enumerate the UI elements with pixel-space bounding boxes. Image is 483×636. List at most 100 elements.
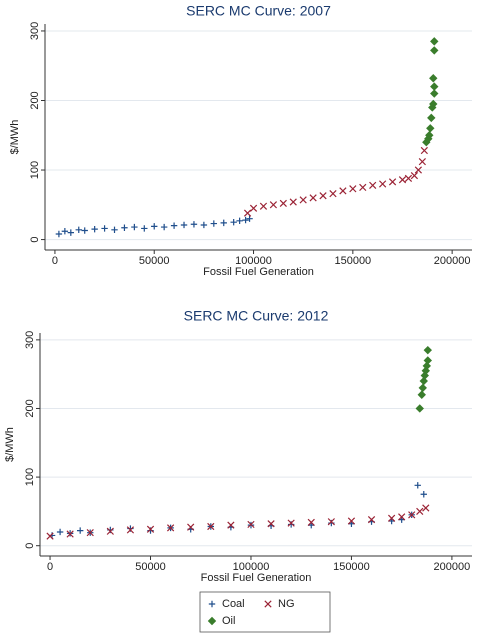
marker (230, 218, 237, 226)
marker (67, 229, 75, 236)
marker (419, 376, 428, 386)
marker (190, 221, 198, 228)
marker (423, 345, 432, 355)
legend-marker (208, 600, 216, 608)
x-tick-label: 50000 (135, 561, 166, 573)
marker (388, 178, 397, 186)
marker (415, 404, 424, 413)
legend-marker (264, 600, 272, 608)
chart-title: SERC MC Curve: 2007 (186, 3, 331, 19)
marker (430, 82, 439, 91)
marker (414, 482, 421, 489)
marker (430, 89, 439, 98)
marker (81, 227, 88, 234)
marker (75, 226, 82, 234)
legend-label: NG (278, 598, 295, 610)
y-tick-label: 100 (29, 161, 41, 179)
marker (422, 361, 431, 371)
marker (243, 209, 252, 217)
marker (207, 522, 215, 531)
chart-title: SERC MC Curve: 2012 (184, 308, 329, 324)
marker (359, 183, 367, 192)
marker (347, 517, 356, 525)
marker (422, 504, 430, 512)
marker (423, 356, 432, 365)
marker (187, 523, 195, 531)
marker (269, 201, 278, 209)
y-tick-label: 300 (29, 22, 41, 40)
marker (91, 225, 98, 233)
y-axis-title: $/MWh (9, 120, 21, 155)
marker (425, 131, 434, 140)
legend-box (199, 591, 331, 633)
marker (180, 221, 188, 229)
marker (327, 518, 335, 526)
marker (307, 518, 315, 527)
marker (259, 202, 268, 210)
marker (410, 171, 419, 180)
marker (220, 219, 227, 227)
marker (55, 230, 63, 238)
x-tick-label: 50000 (139, 255, 170, 267)
marker (349, 185, 357, 193)
marker (398, 176, 407, 184)
marker (61, 228, 69, 235)
legend-label: Oil (222, 615, 235, 627)
marker (170, 222, 178, 229)
marker (287, 519, 295, 527)
x-tick-label: 0 (52, 255, 58, 267)
x-axis-title: Fossil Fuel Generation (201, 572, 312, 584)
marker (408, 511, 416, 519)
marker (151, 223, 158, 230)
marker (76, 527, 84, 534)
marker (418, 383, 427, 393)
marker (46, 532, 54, 540)
plot-area (45, 24, 472, 250)
marker (141, 225, 148, 232)
x-tick-label: 100000 (235, 255, 272, 267)
marker (430, 46, 439, 55)
marker (414, 166, 423, 174)
marker (106, 527, 114, 535)
marker (379, 180, 387, 188)
y-tick-label: 200 (24, 399, 36, 417)
y-tick-label: 0 (24, 543, 36, 549)
marker (398, 513, 406, 521)
marker (420, 491, 427, 498)
marker (166, 524, 175, 532)
marker (86, 529, 94, 537)
marker (131, 223, 138, 231)
marker (388, 514, 396, 522)
marker (416, 507, 424, 516)
x-tick-label: 200000 (434, 561, 471, 573)
y-axis-title: $/MWh (4, 427, 16, 462)
marker (227, 521, 235, 529)
y-tick-label: 200 (29, 91, 41, 109)
marker (309, 194, 317, 202)
marker (404, 174, 413, 182)
marker (66, 530, 74, 538)
marker (210, 220, 218, 227)
legend-marker (207, 616, 217, 626)
marker (429, 74, 438, 83)
marker (417, 390, 426, 399)
marker (111, 226, 118, 234)
marker (279, 199, 287, 208)
x-tick-label: 0 (47, 561, 53, 573)
marker (160, 223, 168, 231)
legend-label: Coal (222, 598, 245, 610)
marker (126, 526, 135, 534)
marker (56, 528, 64, 536)
x-axis-title: Fossil Fuel Generation (203, 266, 314, 278)
marker (146, 525, 155, 533)
marker (101, 225, 108, 232)
marker (369, 181, 377, 189)
marker (299, 196, 307, 204)
marker (367, 516, 376, 524)
marker (430, 37, 439, 46)
marker (329, 190, 337, 198)
x-tick-label: 150000 (333, 561, 370, 573)
plot-area (40, 333, 472, 556)
marker (200, 221, 208, 229)
